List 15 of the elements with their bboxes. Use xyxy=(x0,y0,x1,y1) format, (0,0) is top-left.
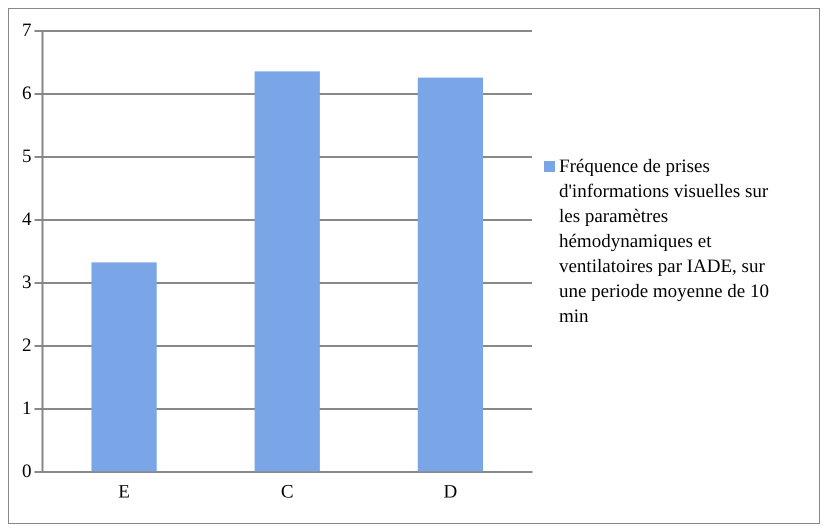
bar xyxy=(418,78,484,472)
y-tick-label: 3 xyxy=(22,272,32,294)
x-tick-label: C xyxy=(280,482,294,503)
y-tick-label: 2 xyxy=(22,335,32,356)
y-tick-label: 7 xyxy=(22,20,32,41)
legend-label: Fréquence de prises d'informations visuelles sur les paramètres hémodynamiques et ventilatoires par IADE, sur une periode moyenne de 10 min xyxy=(559,155,770,329)
bar xyxy=(91,262,157,472)
y-tick-label: 1 xyxy=(22,398,32,420)
bar xyxy=(254,71,320,472)
y-tick-label: 6 xyxy=(22,83,32,104)
y-tick-label: 4 xyxy=(22,209,32,230)
x-tick-label: E xyxy=(118,482,130,503)
y-tick-label: 0 xyxy=(22,461,32,482)
y-tick-label: 5 xyxy=(22,146,32,168)
x-tick-label: D xyxy=(444,482,458,503)
